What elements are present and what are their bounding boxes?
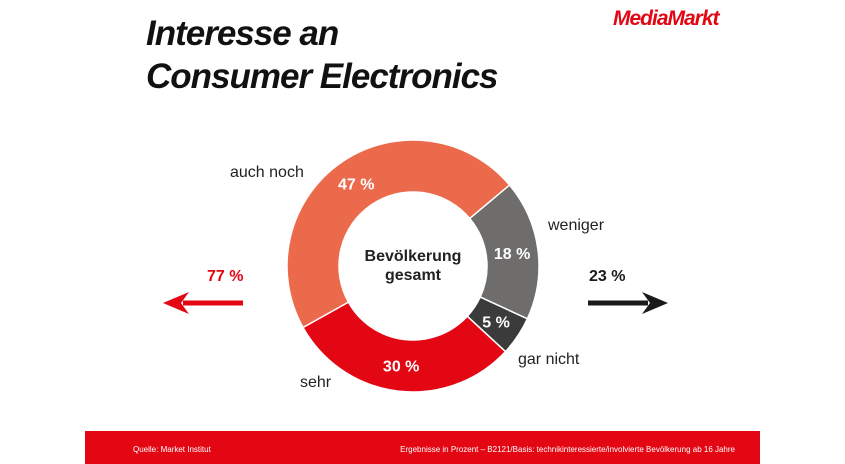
donut-slice-auch-noch	[286, 139, 511, 329]
category-label: weniger	[548, 217, 605, 234]
footer: Quelle: Market Institut Ergebnisse in Pr…	[85, 431, 760, 464]
arrow-left-icon-head	[163, 292, 189, 314]
category-label: gar nicht	[518, 351, 580, 368]
title-line-1: Interesse an	[146, 14, 339, 53]
donut-slice-sehr	[301, 301, 507, 393]
source-text: Quelle: Market Institut	[133, 445, 211, 454]
group-label-right: 23 %	[589, 268, 626, 285]
category-label: auch noch	[230, 164, 304, 181]
value-label: 30 %	[383, 358, 419, 375]
group-label-left: 77 %	[207, 268, 244, 285]
center-label: Bevölkerung gesamt	[343, 247, 483, 285]
value-label: 5 %	[482, 315, 510, 332]
center-label-line: gesamt	[384, 267, 442, 284]
title-line-2: Consumer Electronics	[146, 57, 498, 96]
category-label: sehr	[300, 374, 332, 391]
mediamarkt-logo: MediaMarkt	[613, 7, 720, 30]
footnote-text: Ergebnisse in Prozent – B2121/Basis: tec…	[400, 445, 735, 454]
value-label: 18 %	[494, 246, 530, 263]
value-label: 47 %	[338, 177, 374, 194]
center-label-line: Bevölkerung	[364, 248, 462, 265]
arrow-right-icon-head	[642, 292, 668, 314]
page-title: Interesse an Consumer Electronics	[146, 12, 498, 98]
